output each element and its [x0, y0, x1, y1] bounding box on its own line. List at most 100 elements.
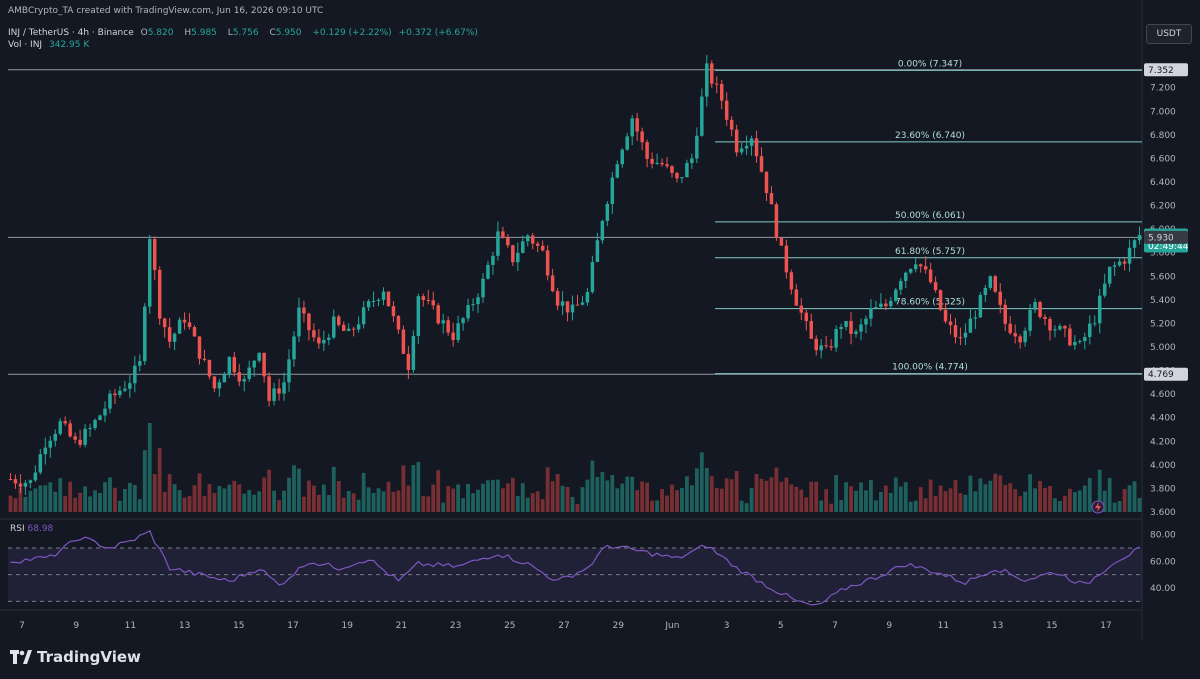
candle-body [108, 393, 112, 409]
candle-body [923, 266, 928, 270]
candle-body [1097, 295, 1102, 324]
candle [570, 295, 575, 321]
candle [381, 287, 386, 306]
candle [899, 278, 903, 295]
time-tick-label: 9 [73, 621, 79, 631]
volume-bar [844, 482, 848, 512]
candle-body [282, 382, 286, 394]
candle-body [133, 365, 137, 384]
candle [481, 273, 485, 303]
candle [58, 418, 62, 436]
symbol-label[interactable]: INJ / TetherUS · 4h · Binance [8, 28, 134, 38]
candle [864, 315, 868, 334]
candle-body [864, 318, 868, 325]
price-tick-label: 6.600 [1150, 154, 1176, 164]
volume-bar [550, 481, 555, 512]
candle-body [252, 360, 256, 368]
candle-body [1117, 261, 1122, 266]
candle [257, 352, 261, 363]
volume-bar [132, 484, 137, 512]
rsi-label: RSI [10, 524, 25, 534]
candle [461, 316, 465, 331]
candle [436, 303, 440, 325]
candle-body [162, 318, 167, 328]
candle-body [461, 318, 465, 324]
currency-button[interactable]: USDT [1146, 24, 1192, 44]
candle [1117, 258, 1122, 267]
volume-bar [406, 485, 411, 512]
volume-bar [1033, 488, 1037, 512]
candle-body [446, 320, 450, 333]
candle [391, 301, 396, 322]
volume-bar [928, 479, 933, 512]
volume-bar [714, 487, 719, 512]
candle-body [1038, 302, 1042, 317]
candle-body [506, 237, 510, 246]
volume-bar [888, 492, 893, 512]
volume-bar [336, 481, 341, 512]
candle-body [650, 158, 654, 164]
candle [734, 124, 739, 157]
candle [282, 372, 286, 401]
candle [809, 313, 813, 339]
ohlc-legend: INJ / TetherUS · 4h · Binance O5.820 H5.… [8, 28, 482, 38]
volume-bar [769, 477, 774, 512]
volume-bar [43, 485, 48, 512]
candle [1038, 300, 1042, 319]
price-tick-label: 4.000 [1150, 461, 1176, 471]
candle-body [550, 275, 555, 292]
candle [23, 479, 28, 496]
candle-body [640, 131, 644, 143]
candle [187, 313, 192, 330]
candle [640, 127, 644, 151]
time-tick-label: 7 [19, 621, 25, 631]
candle [108, 390, 112, 414]
candle [998, 283, 1002, 314]
volume-bar [98, 492, 102, 512]
volume-bar [157, 448, 162, 512]
candle-body [23, 482, 28, 487]
fib-level-label: 78.60% (5.325) [895, 298, 965, 308]
candle-body [18, 483, 23, 487]
time-tick-label: 29 [612, 621, 624, 631]
volume-bar [973, 491, 978, 512]
candle-body [978, 294, 983, 318]
candle-body [33, 472, 38, 481]
candle-body [277, 388, 281, 394]
time-tick-label: 23 [450, 621, 461, 631]
volume-bar [346, 490, 351, 512]
candle [1018, 334, 1022, 349]
price-tick-label: 3.600 [1150, 508, 1176, 518]
candle-body [157, 269, 162, 319]
candle [814, 335, 818, 356]
candle [277, 378, 281, 401]
volume-bar [829, 503, 834, 512]
volume-bar [272, 490, 276, 512]
lightning-icon[interactable] [1091, 500, 1105, 514]
volume-bar [202, 496, 207, 512]
candle-body [1102, 283, 1107, 296]
volume-bar [192, 485, 197, 512]
volume-bar [819, 500, 824, 512]
volume-label: Vol · INJ [8, 40, 43, 50]
volume-bar [103, 482, 107, 512]
candle-body [1013, 333, 1017, 337]
candle [854, 329, 858, 338]
candle-body [8, 478, 13, 480]
volume-bar [411, 465, 416, 512]
candle [988, 275, 993, 291]
candle [207, 359, 212, 380]
price-axis-label: 5.930 [1144, 230, 1188, 244]
candle-body [988, 276, 993, 288]
volume-bar [809, 481, 814, 512]
candle-body [794, 289, 799, 306]
candle-body [292, 336, 296, 360]
low-label: L [227, 28, 233, 38]
candle-body [545, 250, 550, 276]
volume-bar [297, 468, 301, 512]
close-label: C [269, 28, 276, 38]
volume-bar [918, 487, 923, 512]
price-tick-label: 3.800 [1150, 484, 1176, 494]
candle-body [53, 433, 57, 441]
